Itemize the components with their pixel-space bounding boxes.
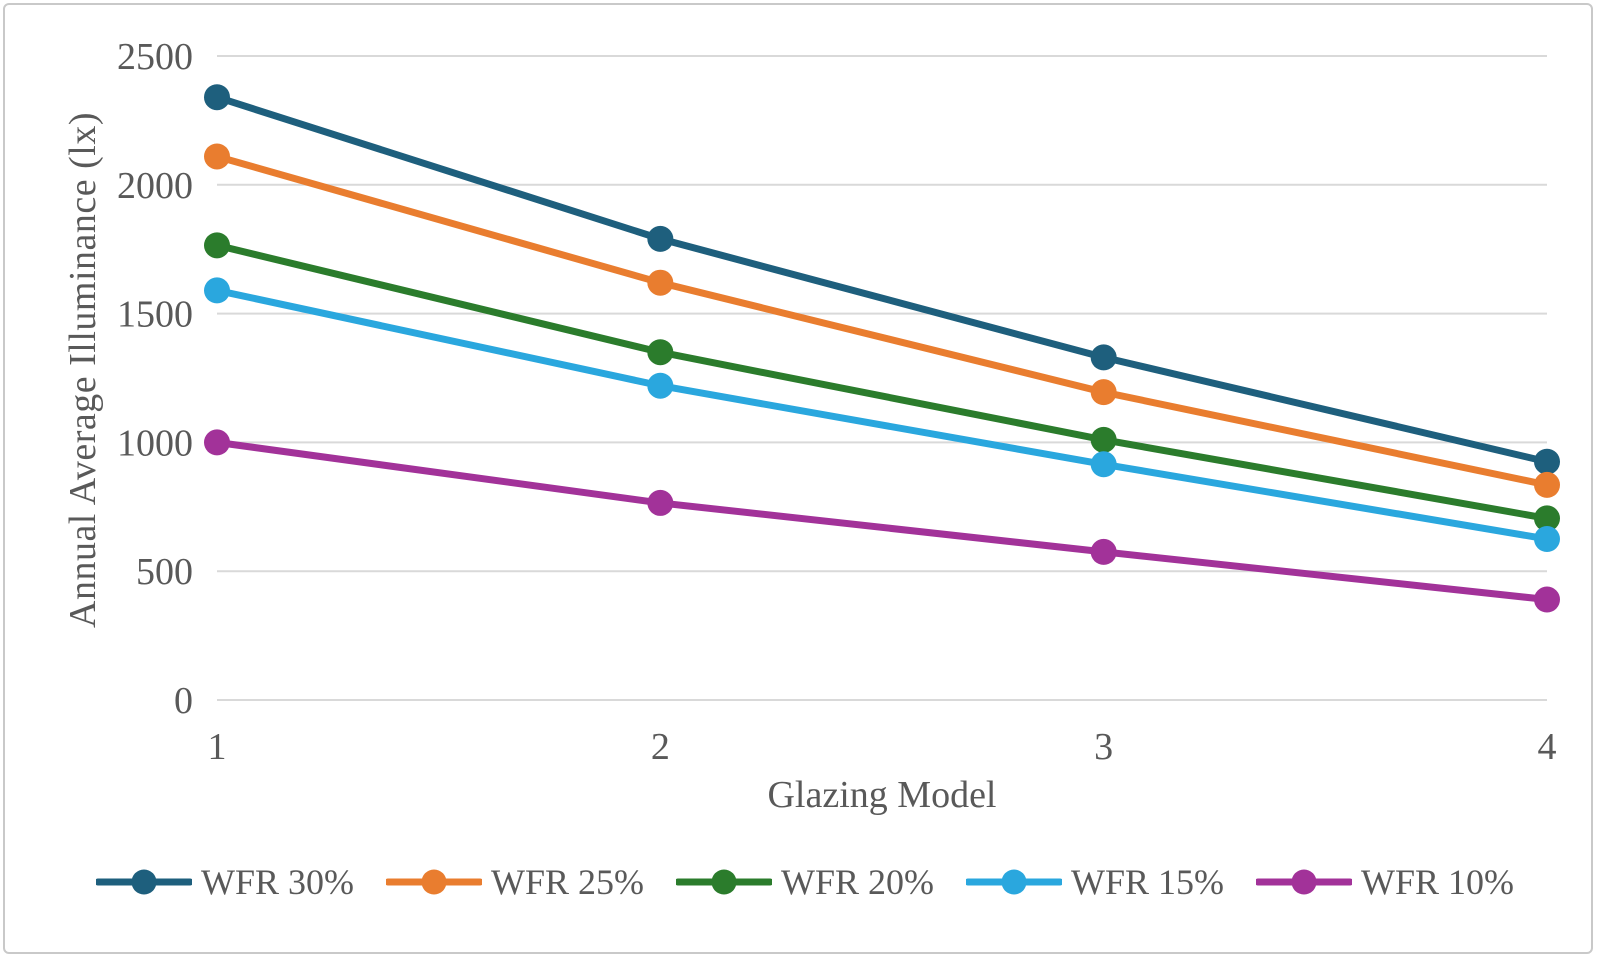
data-point-wfr-15-x2 [647,372,674,399]
data-point-wfr-30-x2 [647,225,674,252]
y-tick-label: 0 [174,680,193,722]
legend-label: WFR 15% [1071,862,1224,902]
legend-item-wfr-15: WFR 15% [966,861,1224,903]
y-tick-label: 1500 [117,294,193,336]
data-point-wfr-20-x4 [1534,505,1560,532]
data-point-wfr-25-x3 [1090,379,1117,406]
data-point-wfr-10-x1 [204,429,230,456]
y-axis-title: Annual Average Illuminance (lx) [62,112,104,628]
legend-label: WFR 10% [1361,862,1514,902]
legend-marker-wfr-10 [1256,869,1352,895]
legend-dot-icon [1001,869,1027,895]
line-chart-plot: 0 500 1000 1500 2000 2500 1 2 3 4 [117,36,1560,768]
x-axis-title: Glazing Model [767,774,997,816]
chart-figure: 0 500 1000 1500 2000 2500 1 2 3 4 Annual Average … [3,3,1593,954]
data-point-wfr-25-x4 [1534,471,1560,498]
y-tick-label: 2500 [117,36,193,78]
x-tick-label: 4 [1538,726,1557,768]
data-point-wfr-30-x4 [1534,448,1560,475]
legend-item-wfr-25: WFR 25% [386,861,644,903]
data-point-wfr-10-x2 [647,489,674,516]
legend-item-wfr-20: WFR 20% [676,861,934,903]
data-point-wfr-10-x3 [1090,538,1117,565]
legend-dot-icon [131,869,157,895]
legend-marker-wfr-20 [676,869,772,895]
chart-legend: WFR 30% WFR 25% WFR 20% WFR 15% WFR 10% [5,861,1600,903]
data-point-wfr-30-x1 [204,84,230,111]
data-point-wfr-20-x3 [1090,426,1117,453]
y-tick-label: 1000 [117,422,193,464]
series-line-wfr-15 [213,286,1551,543]
data-point-wfr-20-x1 [204,232,230,259]
legend-label: WFR 30% [201,862,354,902]
series-line-wfr-30 [213,93,1551,466]
data-point-wfr-10-x4 [1534,586,1560,613]
y-tick-label: 2000 [117,165,193,207]
legend-marker-wfr-25 [386,869,482,895]
x-tick-label: 2 [651,726,670,768]
x-tick-label: 3 [1094,726,1113,768]
data-point-wfr-30-x3 [1090,344,1117,371]
legend-item-wfr-30: WFR 30% [96,861,354,903]
data-point-wfr-15-x4 [1534,526,1560,552]
legend-marker-wfr-30 [96,869,192,895]
legend-dot-icon [711,869,737,895]
legend-marker-wfr-15 [966,869,1062,895]
data-point-wfr-25-x1 [204,143,230,170]
data-point-wfr-15-x1 [204,277,230,304]
legend-label: WFR 25% [491,862,644,902]
data-point-wfr-25-x2 [647,269,674,296]
series-line-wfr-20 [213,241,1551,522]
legend-item-wfr-10: WFR 10% [1256,861,1514,903]
data-point-wfr-20-x2 [647,339,674,366]
data-point-wfr-15-x3 [1090,451,1117,478]
legend-dot-icon [421,869,447,895]
series-line-wfr-25 [213,152,1551,489]
y-tick-label: 500 [136,551,193,593]
legend-label: WFR 20% [781,862,934,902]
series-line-wfr-10 [213,438,1551,604]
legend-dot-icon [1291,869,1317,895]
x-tick-label: 1 [208,726,227,768]
